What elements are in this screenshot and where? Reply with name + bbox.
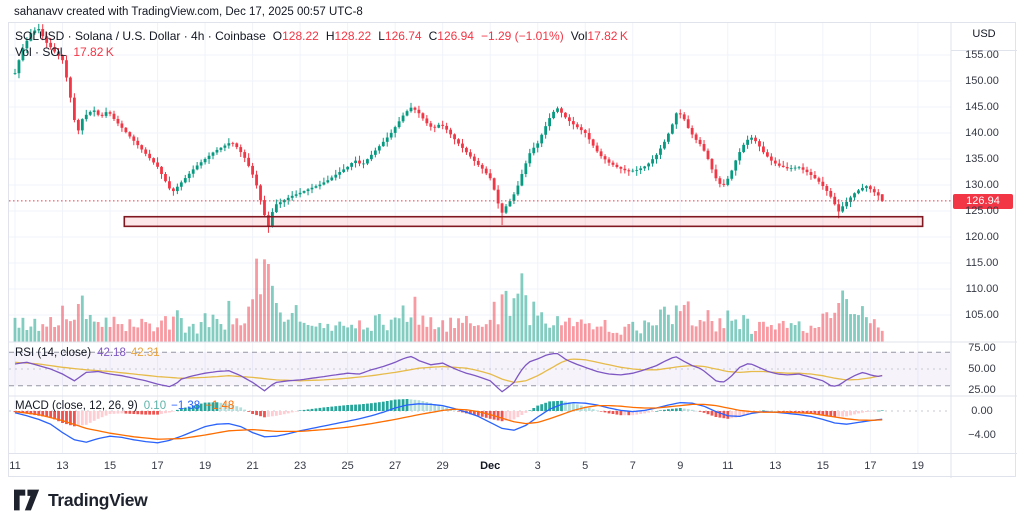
axis-divider (951, 50, 1017, 51)
time-axis-label: 13 (769, 460, 782, 472)
time-axis-label: 25 (341, 460, 354, 472)
time-axis-label: 17 (151, 460, 164, 472)
price-axis-label: 135.00 (965, 153, 999, 165)
price-axis-label: 25.00 (968, 384, 996, 396)
time-axis-label: Dec (480, 460, 501, 472)
price-axis-label: −4.00 (968, 429, 996, 441)
time-axis-label: 17 (864, 460, 877, 472)
time-axis-label: 15 (816, 460, 829, 472)
time-axis-label: 27 (389, 460, 402, 472)
currency-label: USD (972, 28, 996, 40)
time-axis-label: 9 (677, 460, 684, 472)
price-axis-label: 140.00 (965, 127, 999, 139)
tradingview-logo-text: TradingView (48, 489, 148, 510)
time-axis-label: 29 (436, 460, 449, 472)
price-axis[interactable]: USD 126.94 155.00 150.00 145.00 140.00 135.0… (951, 23, 1017, 478)
price-axis-label: 120.00 (965, 231, 999, 243)
time-axis-label: 11 (9, 460, 21, 472)
price-axis-label: 110.00 (965, 283, 999, 295)
price-axis-label: 75.00 (968, 342, 996, 354)
chart-widget: SOLUSD · Solana / U.S. Dollar · 4h · Coi… (8, 22, 1017, 479)
price-axis-label: 155.00 (965, 49, 999, 61)
time-axis-label: 21 (246, 460, 259, 472)
time-axis-label: 13 (56, 460, 69, 472)
time-axis-label: 23 (293, 460, 307, 472)
price-axis-label: 150.00 (965, 75, 999, 87)
tradingview-logo[interactable]: TradingView (14, 488, 148, 512)
price-axis-label: 115.00 (965, 257, 999, 269)
time-axis-label: 5 (582, 460, 589, 472)
time-axis-label: 19 (198, 460, 212, 472)
price-axis-label: 130.00 (965, 179, 999, 191)
last-price-badge: 126.94 (953, 193, 1013, 209)
price-axis-label: 105.00 (965, 309, 999, 321)
time-axis[interactable]: 11 13 15 17 19 21 23 25 27 29 Dec 3 5 7 9 11 13 15 17 19 (9, 453, 1017, 479)
time-axis-label: 7 (629, 460, 636, 472)
price-axis-label: 0.00 (971, 405, 993, 417)
price-axis-label: 50.00 (968, 363, 996, 375)
time-axis-label: 19 (911, 460, 924, 472)
time-axis-label: 11 (722, 460, 734, 472)
attribution-text: sahanavv created with TradingView.com, D… (14, 6, 363, 18)
time-axis-label: 3 (534, 460, 541, 472)
time-axis-label: 15 (103, 460, 117, 472)
price-axis-label: 125.00 (965, 205, 999, 217)
tradingview-logo-icon (14, 489, 40, 511)
chart-canvas[interactable] (9, 23, 1017, 478)
price-axis-label: 145.00 (965, 101, 999, 113)
